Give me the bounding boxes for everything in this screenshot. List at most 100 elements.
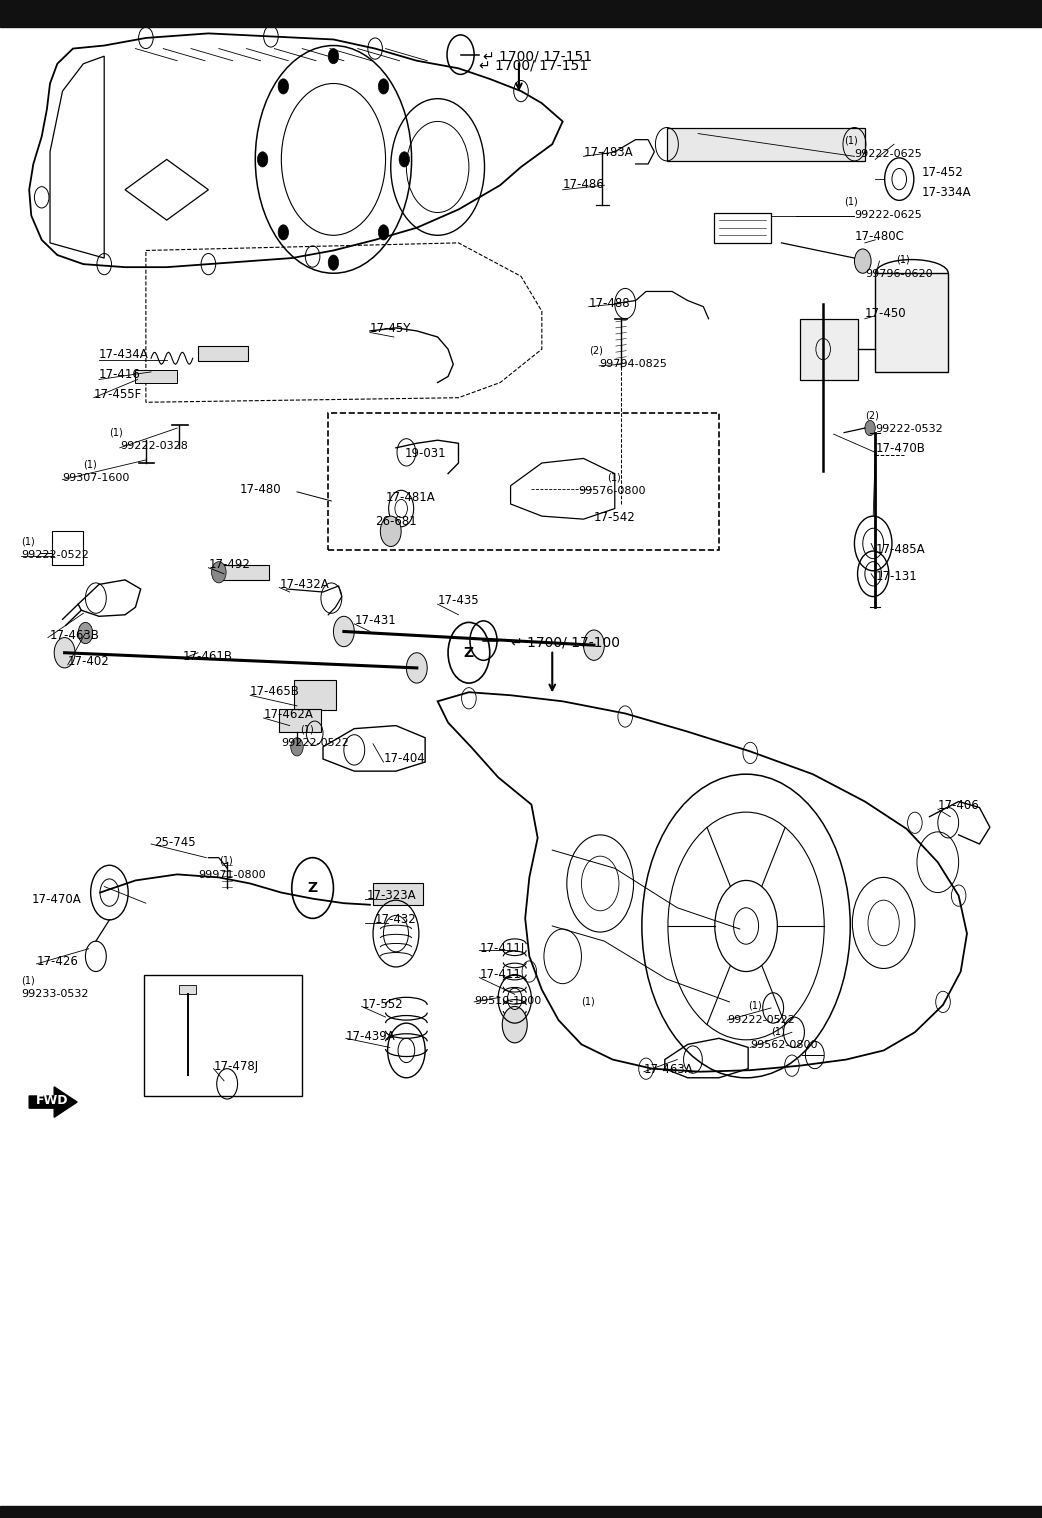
Text: 17-465B: 17-465B bbox=[250, 685, 300, 698]
Circle shape bbox=[584, 630, 604, 660]
Text: 17-470B: 17-470B bbox=[875, 442, 925, 455]
Text: 17-462A: 17-462A bbox=[264, 707, 314, 721]
Text: 17-483A: 17-483A bbox=[584, 146, 634, 159]
Text: 17-463A: 17-463A bbox=[644, 1063, 694, 1076]
Text: (1): (1) bbox=[896, 254, 910, 264]
Bar bbox=[294, 680, 336, 710]
Text: 17-439A: 17-439A bbox=[346, 1029, 396, 1043]
Text: 17-426: 17-426 bbox=[36, 955, 78, 968]
Text: 17-406: 17-406 bbox=[938, 798, 979, 812]
Text: (2): (2) bbox=[865, 410, 878, 420]
Bar bbox=[0, 1506, 1042, 1518]
Text: 17-411J: 17-411J bbox=[479, 941, 524, 955]
Text: 99233-0532: 99233-0532 bbox=[21, 988, 89, 999]
Text: (1): (1) bbox=[607, 472, 621, 483]
Text: 17-478J: 17-478J bbox=[214, 1060, 258, 1073]
Text: (1): (1) bbox=[21, 975, 34, 985]
Text: 99562-0800: 99562-0800 bbox=[750, 1040, 818, 1050]
Text: 99971-0800: 99971-0800 bbox=[198, 870, 266, 880]
Text: 19-031: 19-031 bbox=[404, 446, 446, 460]
Text: 17-488: 17-488 bbox=[589, 296, 630, 310]
Bar bbox=[328, 413, 719, 550]
Text: 17-411: 17-411 bbox=[479, 967, 521, 981]
Text: ↵ 1700/ 17-151: ↵ 1700/ 17-151 bbox=[479, 59, 589, 73]
Circle shape bbox=[406, 653, 427, 683]
Text: (2): (2) bbox=[589, 345, 602, 355]
Bar bbox=[667, 128, 865, 161]
Text: 17-481A: 17-481A bbox=[386, 490, 436, 504]
Text: 17-432: 17-432 bbox=[375, 912, 417, 926]
Text: 99576-0800: 99576-0800 bbox=[578, 486, 646, 496]
Bar bbox=[279, 709, 321, 732]
Circle shape bbox=[328, 255, 339, 270]
Text: Z: Z bbox=[464, 645, 474, 660]
Text: 17-435: 17-435 bbox=[438, 594, 479, 607]
Text: (1): (1) bbox=[109, 427, 123, 437]
Text: 99796-0620: 99796-0620 bbox=[865, 269, 933, 279]
Circle shape bbox=[54, 638, 75, 668]
Circle shape bbox=[257, 152, 268, 167]
Text: FWD: FWD bbox=[35, 1094, 68, 1107]
Text: 17-542: 17-542 bbox=[594, 510, 636, 524]
Text: 17-45Y: 17-45Y bbox=[370, 322, 412, 335]
Text: 17-431: 17-431 bbox=[354, 613, 396, 627]
Text: 17-480: 17-480 bbox=[240, 483, 281, 496]
Text: 17-432A: 17-432A bbox=[279, 577, 329, 591]
Text: 99222-0532: 99222-0532 bbox=[875, 424, 943, 434]
Text: (1): (1) bbox=[748, 1000, 762, 1011]
Bar bbox=[373, 883, 423, 905]
Text: 17-450: 17-450 bbox=[865, 307, 907, 320]
Text: 99222-0625: 99222-0625 bbox=[854, 209, 922, 220]
Circle shape bbox=[399, 152, 410, 167]
Circle shape bbox=[212, 562, 226, 583]
Text: 17-131: 17-131 bbox=[875, 569, 917, 583]
Circle shape bbox=[854, 249, 871, 273]
Bar bbox=[179, 985, 196, 994]
Text: (1): (1) bbox=[83, 458, 97, 469]
Circle shape bbox=[333, 616, 354, 647]
Circle shape bbox=[278, 79, 289, 94]
Text: 17-404: 17-404 bbox=[383, 751, 425, 765]
Text: ↵ 1700/ 17-151: ↵ 1700/ 17-151 bbox=[483, 50, 593, 64]
Text: 17-416: 17-416 bbox=[99, 367, 141, 381]
Bar bbox=[800, 319, 858, 380]
Polygon shape bbox=[29, 1087, 77, 1117]
Circle shape bbox=[380, 516, 401, 546]
Text: 17-334A: 17-334A bbox=[922, 185, 972, 199]
Bar bbox=[144, 975, 302, 1096]
Bar bbox=[219, 565, 269, 580]
Circle shape bbox=[865, 420, 875, 436]
Text: (1): (1) bbox=[581, 996, 595, 1006]
Text: (1): (1) bbox=[21, 536, 34, 546]
Text: 99222-0625: 99222-0625 bbox=[854, 149, 922, 159]
Text: 17-461B: 17-461B bbox=[182, 650, 232, 663]
Text: 99222-0522: 99222-0522 bbox=[21, 550, 89, 560]
Circle shape bbox=[78, 622, 93, 644]
Bar bbox=[0, 0, 1042, 27]
Circle shape bbox=[378, 79, 389, 94]
Text: 17-452: 17-452 bbox=[922, 165, 964, 179]
Text: 25-745: 25-745 bbox=[154, 835, 196, 849]
Bar bbox=[198, 346, 248, 361]
Bar bbox=[52, 531, 83, 565]
Text: 17-480C: 17-480C bbox=[854, 229, 904, 243]
Text: (1): (1) bbox=[844, 196, 858, 206]
Text: (1): (1) bbox=[844, 135, 858, 146]
Text: 26-681: 26-681 bbox=[375, 515, 417, 528]
Circle shape bbox=[502, 1006, 527, 1043]
Circle shape bbox=[278, 225, 289, 240]
Text: 17-323A: 17-323A bbox=[367, 888, 417, 902]
Text: 17-455F: 17-455F bbox=[94, 387, 142, 401]
Text: 99794-0825: 99794-0825 bbox=[599, 358, 667, 369]
Text: 17-552: 17-552 bbox=[362, 997, 403, 1011]
Text: Z: Z bbox=[307, 880, 318, 896]
Circle shape bbox=[378, 225, 389, 240]
Text: 99222-0522: 99222-0522 bbox=[727, 1014, 795, 1025]
Text: 17-492: 17-492 bbox=[208, 557, 250, 571]
Text: 17-470A: 17-470A bbox=[31, 893, 81, 906]
Text: (1): (1) bbox=[771, 1026, 785, 1037]
Circle shape bbox=[291, 738, 303, 756]
Bar bbox=[875, 273, 948, 372]
Text: ↵ 1700/ 17-100: ↵ 1700/ 17-100 bbox=[511, 636, 620, 650]
Text: (1): (1) bbox=[219, 855, 232, 865]
